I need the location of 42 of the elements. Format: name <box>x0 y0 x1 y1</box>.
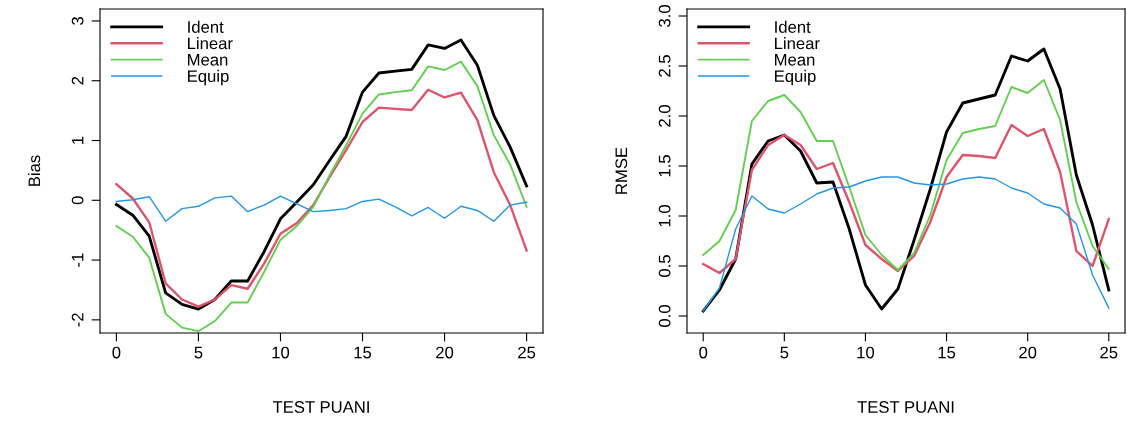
legend-label: Ident <box>775 20 811 33</box>
line-series <box>114 38 529 311</box>
x-tick-label: 0 <box>112 346 121 359</box>
y-tick-label: 1.0 <box>658 205 671 227</box>
line-series <box>702 176 1110 312</box>
x-tick-label: 5 <box>194 346 203 359</box>
x-tick-label: 10 <box>857 346 875 359</box>
legend-label: Mean <box>775 54 815 66</box>
y-tick-label: 3.0 <box>658 5 671 27</box>
y-tick-label: -2 <box>71 313 84 327</box>
x-axis-title: TEST PUANI <box>272 401 369 413</box>
line-series <box>115 195 528 222</box>
y-tick-label: -1 <box>71 253 84 267</box>
x-tick-label: 20 <box>1019 346 1037 359</box>
x-tick-label: 20 <box>436 346 454 359</box>
x-axis-title: TEST PUANI <box>857 401 954 413</box>
x-tick-label: 15 <box>938 346 956 359</box>
x-tick-label: 0 <box>699 346 708 359</box>
legend-label: Equip <box>188 69 229 86</box>
line-series <box>115 88 528 308</box>
y-tick-label: 1 <box>71 136 84 144</box>
x-tick-label: 25 <box>1100 346 1118 359</box>
line-series <box>702 123 1110 275</box>
legend-label: Linear <box>188 37 233 50</box>
y-axis-title: RMSE <box>615 147 628 194</box>
y-tick-label: 3 <box>71 17 84 25</box>
y-tick-label: 0.5 <box>658 255 671 277</box>
legend-label: Mean <box>188 54 228 66</box>
x-tick-label: 25 <box>518 346 536 359</box>
x-tick-label: 15 <box>354 346 372 359</box>
y-tick-label: 2.5 <box>658 55 671 77</box>
y-tick-label: 0 <box>71 196 84 205</box>
x-tick-label: 5 <box>780 346 789 359</box>
y-tick-label: 0.0 <box>658 305 671 327</box>
y-axis-title: Bias <box>27 155 41 186</box>
y-tick-label: 2 <box>71 76 84 85</box>
x-tick-label: 10 <box>272 346 290 359</box>
y-tick-label: 2.0 <box>658 105 671 127</box>
legend-label: Equip <box>775 69 816 86</box>
legend-label: Ident <box>188 20 224 33</box>
legend-label: Linear <box>775 37 820 50</box>
y-tick-label: 1.5 <box>658 155 671 177</box>
